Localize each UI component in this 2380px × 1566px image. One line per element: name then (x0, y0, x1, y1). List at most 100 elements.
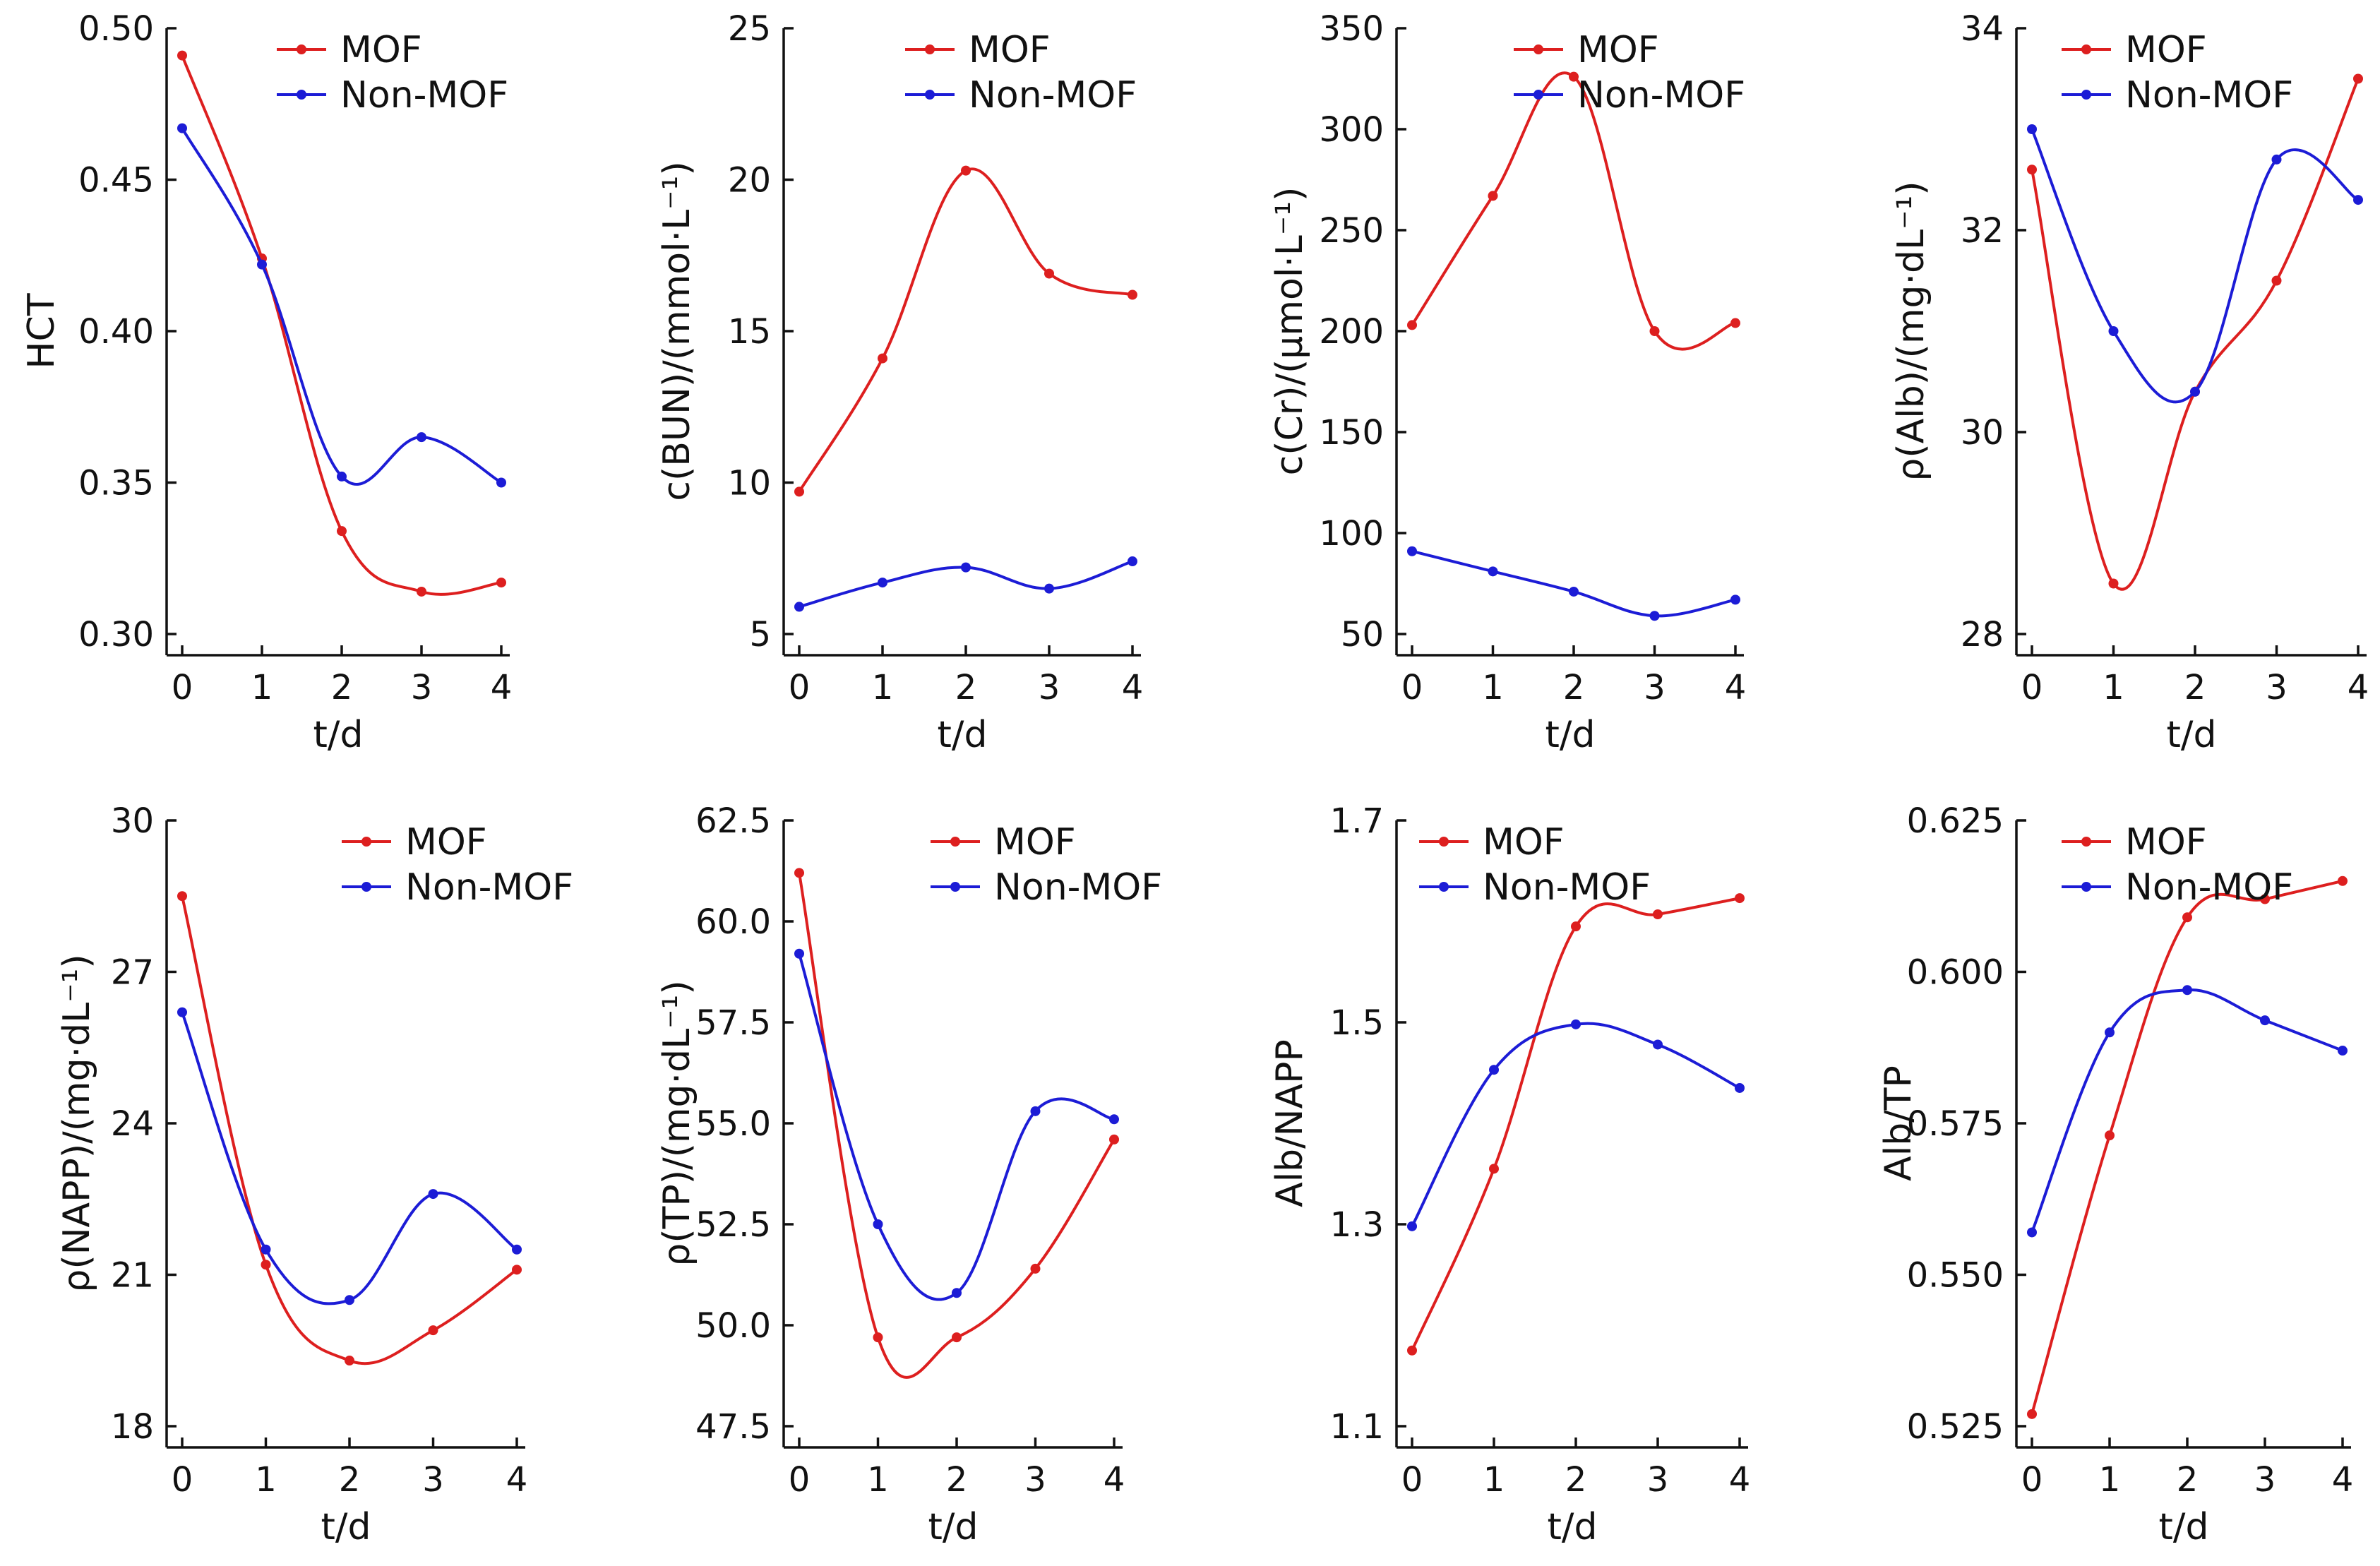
data-point-mof (952, 1332, 962, 1343)
data-point-mof (2260, 894, 2270, 904)
legend-marker (1439, 837, 1449, 847)
data-point-non-mof (873, 1219, 883, 1229)
series-line-mof (2031, 879, 2344, 1416)
data-point-non-mof (428, 1189, 438, 1200)
data-point-non-mof (1653, 1039, 1663, 1050)
x-tick-label: 3 (1647, 1460, 1669, 1500)
legend-label: MOF (1483, 821, 1565, 863)
x-tick-label: 3 (1024, 1460, 1046, 1500)
legend-marker (950, 837, 960, 847)
data-point-non-mof (257, 259, 267, 270)
series-line-non-mof (181, 1010, 518, 1305)
x-tick-label: 0 (2021, 668, 2043, 707)
x-tick-label: 2 (1563, 668, 1585, 707)
data-point-mof (2182, 912, 2192, 923)
data-point-non-mof (1571, 1019, 1581, 1029)
legend-label: Non-MOF (1483, 866, 1651, 909)
legend-marker (1533, 90, 1543, 100)
y-axis-title: c(BUN)/(mmol·L⁻¹) (656, 161, 698, 501)
x-tick-label: 0 (789, 668, 811, 707)
chart-panel-6: 47.5 50.0 52.5 55.0 57.5 60.0 62.5 0 1 2 3 4 t/d ρ(TP… (656, 801, 1162, 1548)
data-point-non-mof (2182, 985, 2192, 996)
y-tick-label: 25 (728, 9, 771, 49)
data-point-mof (1407, 320, 1417, 330)
data-point-mof (1488, 191, 1498, 201)
data-point-mof (496, 578, 506, 588)
x-tick-label: 3 (2254, 1460, 2276, 1500)
data-point-non-mof (2027, 1227, 2037, 1238)
chart-panel-1: 0.30 0.35 0.40 0.45 0.50 0 1 2 3 4 t/d HCT MOFNon-MO… (20, 9, 512, 756)
data-point-mof (873, 1332, 883, 1343)
legend-marker (2081, 90, 2091, 100)
series-line-non-mof (1411, 549, 1737, 618)
data-point-non-mof (2353, 195, 2363, 205)
x-tick-label: 3 (422, 1460, 444, 1500)
x-axis-title: t/d (321, 1506, 371, 1548)
y-tick-label: 0.30 (78, 615, 154, 655)
series-line-mof (181, 54, 503, 596)
y-tick-label: 100 (1319, 514, 1384, 554)
chart-panel-3: 50 100 150 200 250 300 350 0 1 2 3 4 t/d c(Cr)/(μmol·… (1269, 9, 1746, 756)
y-tick-label: 30 (111, 801, 154, 841)
data-point-mof (1653, 909, 1663, 919)
data-point-non-mof (1735, 1082, 1745, 1093)
legend-label: MOF (2125, 821, 2207, 863)
data-point-non-mof (1109, 1114, 1119, 1125)
y-tick-label: 1.1 (1330, 1407, 1384, 1447)
x-tick-label: 1 (2099, 1460, 2121, 1500)
data-point-non-mof (794, 602, 804, 612)
x-tick-label: 0 (1401, 668, 1423, 707)
y-tick-label: 60.0 (695, 902, 771, 942)
y-tick-label: 52.5 (695, 1205, 771, 1245)
x-tick-label: 2 (955, 668, 977, 707)
legend-label: Non-MOF (340, 74, 508, 116)
x-tick-label: 3 (2266, 668, 2288, 707)
y-tick-label: 350 (1319, 9, 1384, 49)
y-tick-label: 0.575 (1907, 1104, 2004, 1144)
data-point-non-mof (2108, 326, 2119, 336)
y-tick-label: 21 (111, 1256, 154, 1296)
data-point-non-mof (2260, 1015, 2270, 1026)
data-point-mof (1730, 318, 1740, 328)
x-tick-label: 4 (491, 668, 513, 707)
data-point-mof (1571, 921, 1581, 932)
x-tick-label: 2 (2177, 1460, 2199, 1500)
data-point-mof (2027, 165, 2037, 175)
data-point-mof (2105, 1130, 2115, 1141)
x-tick-label: 0 (789, 1460, 811, 1500)
x-tick-label: 3 (411, 668, 433, 707)
x-axis-title: t/d (313, 714, 364, 756)
data-point-mof (2271, 275, 2282, 286)
series-line-non-mof (798, 952, 1116, 1301)
legend-marker (2081, 882, 2091, 892)
x-tick-label: 0 (172, 668, 193, 707)
data-point-non-mof (1407, 1221, 1417, 1231)
series-line-non-mof (181, 126, 503, 486)
y-tick-label: 0.625 (1907, 801, 2004, 841)
legend-label: Non-MOF (2125, 74, 2293, 116)
legend-marker (297, 44, 306, 54)
x-axis-title: t/d (928, 1506, 979, 1548)
legend-marker (950, 882, 960, 892)
legend-label: Non-MOF (2125, 866, 2293, 909)
series-line-mof (181, 895, 518, 1365)
data-point-non-mof (512, 1244, 522, 1255)
data-point-non-mof (417, 432, 426, 443)
data-point-non-mof (1730, 594, 1740, 605)
y-axis-title: Alb/TP (1877, 1065, 1920, 1181)
y-tick-label: 0.525 (1907, 1407, 2004, 1447)
legend-label: Non-MOF (1577, 74, 1745, 116)
x-tick-label: 1 (1483, 1460, 1505, 1500)
data-point-non-mof (337, 471, 347, 482)
legend-label: MOF (2125, 29, 2207, 71)
y-axis-title: ρ(Alb)/(mg·dL⁻¹) (1890, 181, 1932, 481)
data-point-mof (1649, 326, 1660, 336)
y-tick-label: 5 (749, 615, 771, 655)
y-axis-title: Alb/NAPP (1269, 1039, 1311, 1207)
data-point-non-mof (261, 1244, 271, 1255)
x-tick-label: 3 (1039, 668, 1060, 707)
data-point-non-mof (2105, 1027, 2115, 1038)
data-point-non-mof (952, 1288, 962, 1298)
y-tick-label: 34 (1961, 9, 2004, 49)
